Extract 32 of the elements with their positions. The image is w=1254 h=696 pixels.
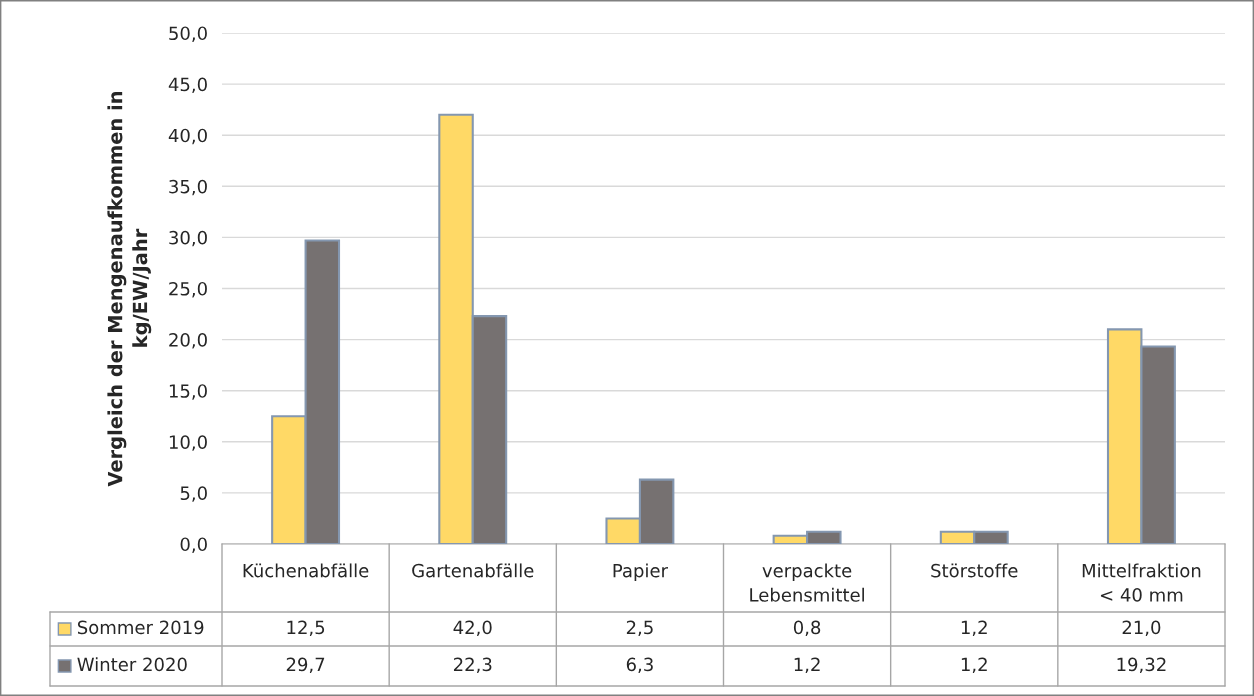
data-label: 29,7: [286, 657, 325, 674]
y-tick-label: 35,0: [169, 179, 207, 196]
x-tick-label: Störstoffe: [931, 563, 1018, 578]
legend-label: Winter 2020: [77, 657, 187, 672]
data-label: 12,5: [287, 620, 325, 637]
x-tick-label: Mittelfraktion < 40 mm: [1082, 563, 1201, 602]
y-tick-label: 30,0: [169, 230, 207, 247]
y-tick-label: 5,0: [180, 486, 207, 502]
data-label: 2,5: [626, 620, 653, 637]
y-tick-label: 40,0: [168, 128, 207, 145]
data-label: 0,8: [793, 620, 821, 637]
y-tick-label: 25,0: [169, 281, 207, 298]
data-label: 42,0: [453, 620, 492, 637]
x-tick-label: verpackte Lebensmittel: [750, 563, 864, 602]
data-label: 1,2: [961, 620, 987, 637]
y-tick-label: 20,0: [169, 333, 207, 349]
y-axis-title: Vergleich der Mengenaufkommen in kg/EW/Jahr: [107, 91, 152, 487]
data-label: 1,2: [794, 657, 820, 674]
legend-label: Sommer 2019: [77, 620, 204, 635]
x-tick-label: Gartenabfälle: [412, 563, 534, 578]
y-tick-label: 45,0: [168, 77, 207, 94]
data-label: 21,0: [1122, 620, 1161, 637]
data-label: 22,3: [453, 657, 492, 674]
y-tick-label: 15,0: [169, 384, 207, 400]
data-label: 19,32: [1117, 657, 1166, 674]
x-tick-label: Küchenabfälle: [243, 563, 369, 578]
data-label: 6,3: [626, 657, 653, 674]
y-tick-label: 0,0: [180, 537, 207, 553]
data-label: 1,2: [961, 657, 987, 674]
x-tick-label: Papier: [613, 563, 668, 581]
y-tick-label: 10,0: [169, 435, 207, 451]
y-tick-label: 50,0: [169, 26, 207, 42]
